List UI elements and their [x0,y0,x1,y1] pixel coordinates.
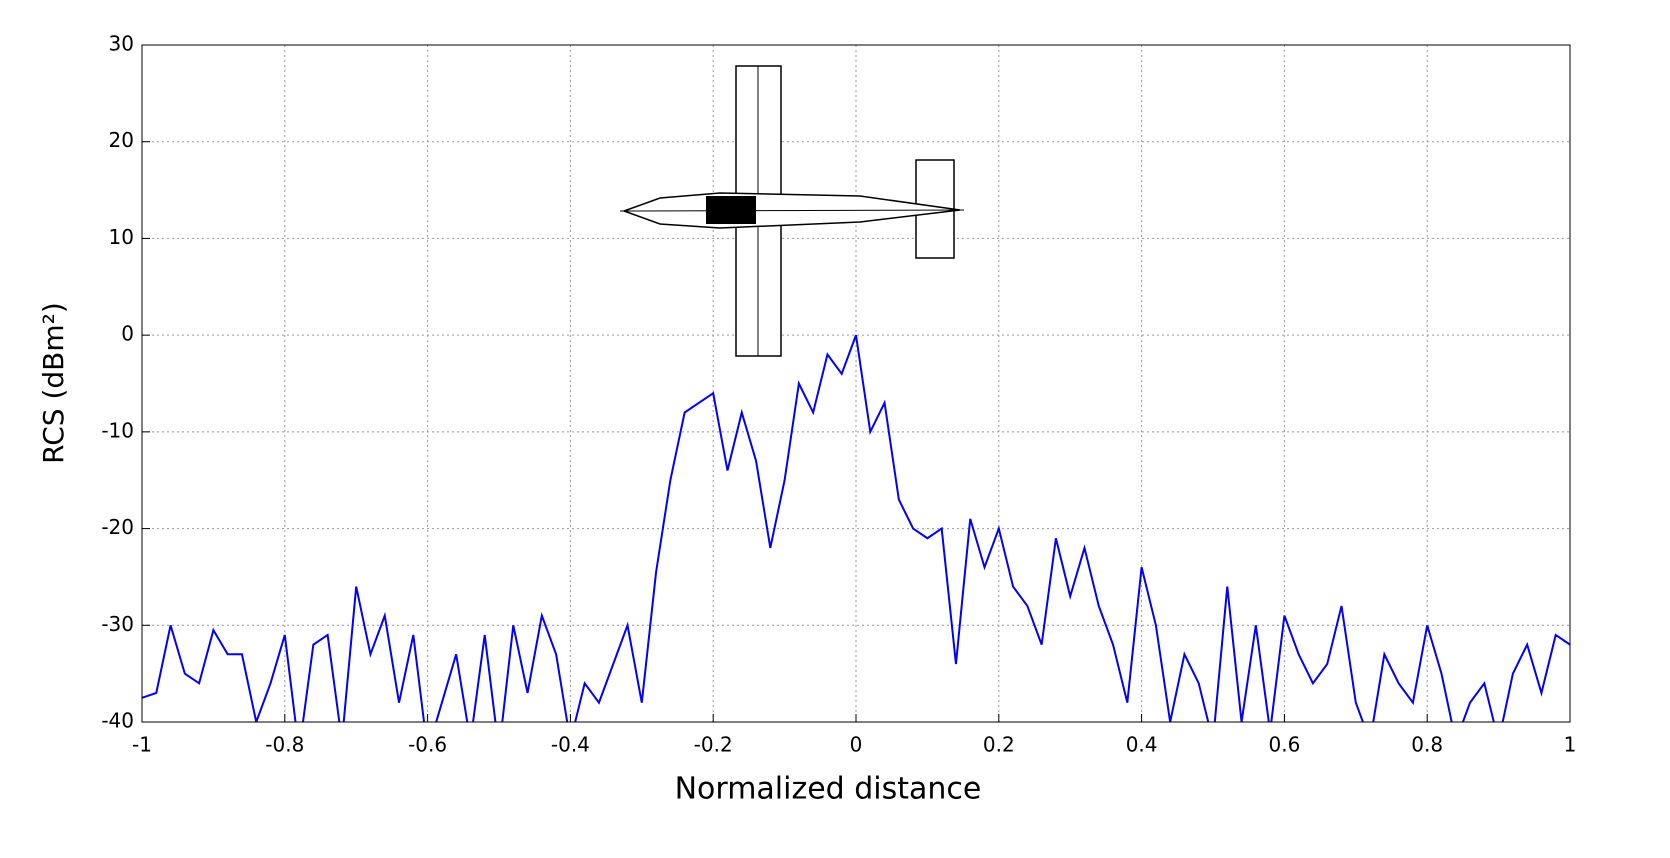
y-axis-label: RCS (dBm²) [37,302,70,464]
x-tick-label: 0.4 [1126,733,1158,757]
y-tick-label: 10 [109,225,134,249]
x-tick-label: 0.6 [1268,733,1300,757]
y-tick-label: -10 [101,418,134,442]
y-tick-label: -30 [101,612,134,636]
x-tick-label: -1 [132,733,152,757]
y-tick-label: -20 [101,515,134,539]
x-tick-label: 1 [1564,733,1577,757]
y-tick-label: 20 [109,128,134,152]
x-axis-label: Normalized distance [675,772,982,807]
x-tick-label: 0.8 [1411,733,1443,757]
x-tick-label: 0.2 [983,733,1015,757]
data-line [142,334,1570,722]
x-tick-label: 0 [850,733,863,757]
x-tick-label: -0.2 [694,733,733,757]
y-tick-label: 0 [121,322,134,346]
x-tick-label: -0.4 [551,733,590,757]
aircraft-illustration [619,65,965,357]
x-tick-label: -0.6 [408,733,447,757]
x-tick-label: -0.8 [265,733,304,757]
y-tick-label: 30 [109,32,134,56]
y-tick-label: -40 [101,709,134,733]
